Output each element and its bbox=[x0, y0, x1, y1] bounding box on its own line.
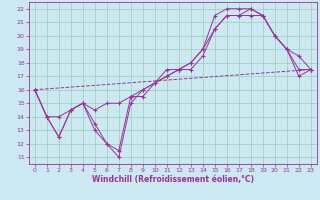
X-axis label: Windchill (Refroidissement éolien,°C): Windchill (Refroidissement éolien,°C) bbox=[92, 175, 254, 184]
